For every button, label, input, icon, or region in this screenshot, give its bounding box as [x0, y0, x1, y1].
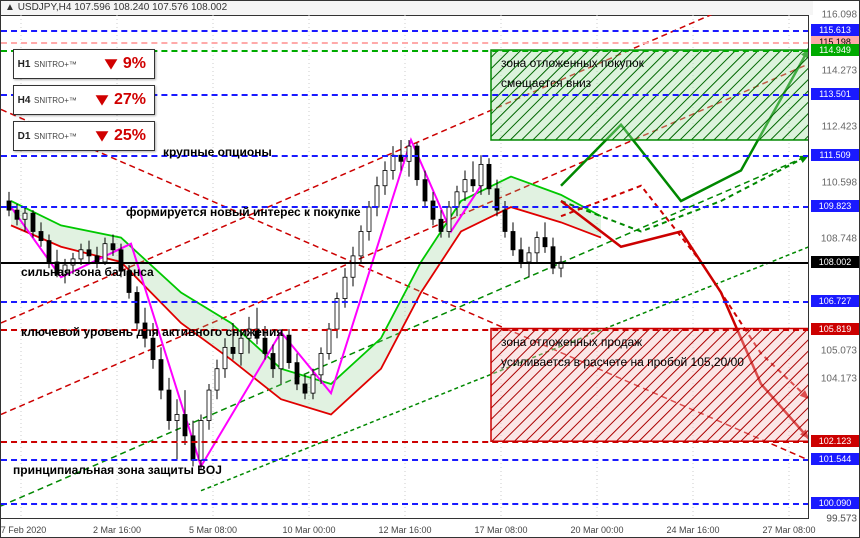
annotation-text: сильная зона баланса: [21, 265, 154, 279]
buy-zone: зона отложенных покупок смещается вниз: [491, 50, 809, 96]
x-axis-tick: 10 Mar 00:00: [282, 525, 335, 535]
symbol-text: USDJPY: [18, 2, 56, 13]
y-axis-tick: 116.098: [822, 10, 857, 21]
y-axis: 99.573116.098114.273112.423110.598108.74…: [808, 15, 859, 519]
price-label: 113.501: [811, 88, 859, 100]
x-axis-tick: 20 Mar 00:00: [570, 525, 623, 535]
y-axis-tick: 112.423: [822, 122, 857, 133]
snitro-percent: 27%: [114, 91, 146, 109]
x-axis-tick: 27 Feb 2020: [0, 525, 46, 535]
x-axis-tick: 5 Mar 08:00: [189, 525, 237, 535]
snitro-label: SNITRO+™: [34, 60, 99, 69]
timeframe-text: H4: [59, 2, 72, 13]
price-label: 114.949: [811, 44, 859, 56]
snitro-timeframe: H4: [14, 95, 34, 106]
down-arrow-icon: [103, 56, 119, 72]
chart-container: ▲ USDJPY,H4 107.596 108.240 107.576 108.…: [0, 0, 860, 538]
price-label: 108.002: [811, 256, 859, 268]
annotation-text: крупные опционы: [163, 145, 272, 159]
price-label: 115.613: [811, 24, 859, 36]
zone-line1: зона отложенных покупок: [501, 56, 799, 70]
chart-header: ▲ USDJPY,H4 107.596 108.240 107.576 108.…: [1, 1, 813, 16]
snitro-percent: 25%: [114, 127, 146, 145]
snitro-indicator-h1: H1SNITRO+™ 9%: [13, 49, 155, 79]
price-level: [1, 503, 809, 505]
snitro-timeframe: H1: [14, 59, 34, 70]
price-label: 111.509: [811, 149, 859, 161]
snitro-percent: 9%: [123, 55, 146, 73]
price-label: 101.544: [811, 453, 859, 465]
snitro-label: SNITRO+™: [34, 132, 90, 141]
annotation-text: ключевой уровень для активного снижения: [21, 325, 283, 339]
x-axis-tick: 12 Mar 16:00: [378, 525, 431, 535]
y-axis-tick: 108.748: [821, 234, 857, 245]
y-axis-tick: 104.173: [821, 373, 857, 384]
price-level: [1, 262, 809, 264]
price-label: 100.090: [811, 497, 859, 509]
x-axis-tick: 24 Mar 16:00: [666, 525, 719, 535]
annotation-text: формируется новый интерес к покупке: [126, 205, 361, 219]
ohlc-values: 107.596 108.240 107.576 108.002: [74, 2, 227, 13]
price-level: [1, 42, 809, 44]
price-level: [1, 301, 809, 303]
plot-area[interactable]: зона отложенных покупоксмещается вниззон…: [1, 15, 809, 519]
zone-line1: зона отложенных продаж: [501, 335, 799, 349]
price-level: [1, 459, 809, 461]
snitro-timeframe: D1: [14, 131, 34, 142]
price-label: 106.727: [811, 295, 859, 307]
x-axis-tick: 17 Mar 08:00: [474, 525, 527, 535]
snitro-indicator-d1: D1SNITRO+™ 25%: [13, 121, 155, 151]
y-axis-tick: 114.273: [822, 65, 857, 76]
snitro-indicator-h4: H4SNITRO+™ 27%: [13, 85, 155, 115]
price-level: [1, 155, 809, 157]
price-label: 102.123: [811, 435, 859, 447]
y-axis-tick: 105.073: [821, 346, 857, 357]
price-level: [1, 441, 809, 443]
x-axis: 27 Feb 2020 2 Mar 16:00 5 Mar 08:00 10 Mar …: [1, 518, 809, 537]
down-arrow-icon: [94, 128, 110, 144]
zone-line2: усиливается в расчете на пробой 105,20/0…: [501, 355, 799, 369]
y-axis-tick: 99.573: [826, 514, 857, 525]
price-label: 109.823: [811, 200, 859, 212]
symbol-name: ▲: [5, 2, 18, 13]
price-level: [1, 30, 809, 32]
down-arrow-icon: [94, 92, 110, 108]
price-level: [1, 206, 809, 208]
zone-line2: смещается вниз: [501, 76, 799, 90]
price-label: 105.819: [811, 323, 859, 335]
snitro-label: SNITRO+™: [34, 96, 90, 105]
y-axis-tick: 110.598: [822, 177, 857, 188]
annotation-text: принципиальная зона защиты BOJ: [13, 463, 222, 477]
x-axis-tick: 27 Mar 08:00: [762, 525, 815, 535]
sell-zone: зона отложенных продаж усиливается в расч…: [491, 329, 809, 375]
x-axis-tick: 2 Mar 16:00: [93, 525, 141, 535]
